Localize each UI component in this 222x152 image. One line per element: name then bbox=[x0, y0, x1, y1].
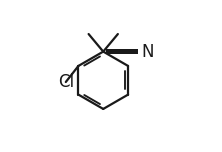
Text: Cl: Cl bbox=[58, 73, 74, 91]
Text: N: N bbox=[141, 43, 154, 61]
